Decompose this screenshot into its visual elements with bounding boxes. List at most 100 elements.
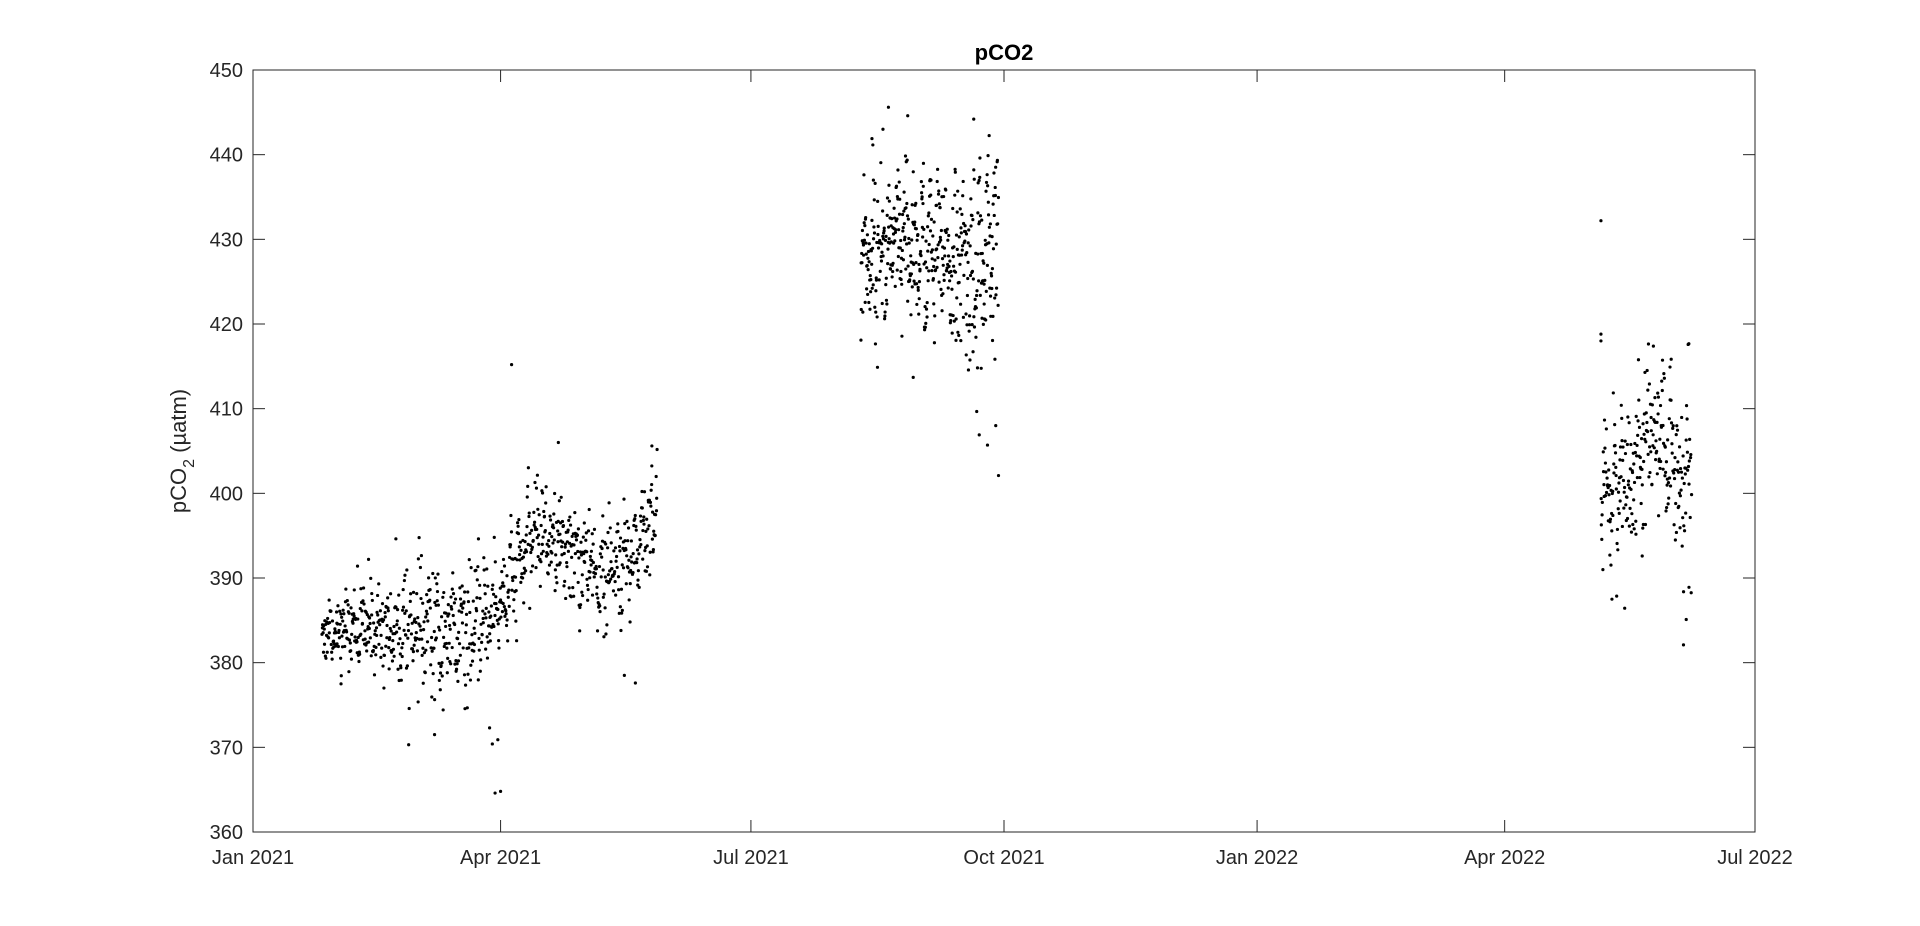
- data-point: [427, 576, 431, 580]
- data-point: [867, 242, 871, 246]
- data-point: [1630, 470, 1635, 475]
- data-point: [411, 649, 416, 654]
- data-point: [415, 636, 419, 641]
- data-point: [468, 678, 473, 682]
- data-point: [567, 518, 571, 523]
- data-point: [1633, 441, 1637, 446]
- data-point: [970, 322, 974, 327]
- data-point: [1645, 368, 1649, 373]
- data-point: [502, 564, 507, 568]
- data-point: [959, 226, 963, 230]
- data-point: [515, 639, 519, 643]
- data-point: [978, 175, 982, 179]
- data-point: [598, 610, 602, 614]
- data-point: [943, 254, 947, 258]
- data-point: [633, 681, 637, 685]
- data-point: [634, 528, 638, 532]
- data-point: [1664, 509, 1668, 513]
- data-point: [1611, 513, 1615, 518]
- data-point: [595, 585, 599, 589]
- data-point: [399, 666, 403, 670]
- data-point: [595, 592, 599, 596]
- data-point: [1600, 537, 1604, 542]
- data-point: [541, 535, 545, 539]
- data-point: [957, 280, 961, 285]
- data-point: [474, 609, 479, 613]
- data-point: [1683, 472, 1687, 476]
- data-point: [986, 154, 990, 158]
- data-point: [1628, 506, 1632, 510]
- data-point: [493, 791, 497, 795]
- data-point: [952, 264, 956, 268]
- data-point: [649, 488, 653, 492]
- data-point: [341, 619, 345, 623]
- data-point: [921, 161, 926, 165]
- data-point: [872, 231, 877, 235]
- data-point: [972, 117, 976, 121]
- data-point: [517, 545, 521, 549]
- data-point: [586, 529, 591, 533]
- data-point: [580, 573, 584, 577]
- data-point: [335, 642, 339, 646]
- data-point: [563, 579, 567, 583]
- data-point: [626, 539, 630, 543]
- data-point: [928, 229, 933, 233]
- data-point: [1668, 484, 1673, 488]
- data-point: [343, 624, 347, 628]
- data-point: [560, 519, 565, 524]
- data-point: [570, 555, 574, 559]
- data-point: [425, 592, 429, 597]
- x-axis: Jan 2021 Apr 2021 Jul 2021 Oct 2021 Jan 2022…: [212, 70, 1793, 869]
- data-point: [988, 222, 993, 226]
- data-point: [430, 635, 434, 640]
- data-point: [330, 619, 335, 623]
- data-point: [601, 595, 605, 599]
- data-point: [444, 641, 449, 646]
- data-point: [1641, 526, 1645, 530]
- data-point: [507, 588, 511, 592]
- data-point: [603, 606, 607, 610]
- data-point: [542, 514, 547, 518]
- data-point: [410, 621, 414, 625]
- data-point: [983, 238, 987, 242]
- data-point: [428, 587, 432, 592]
- data-point: [881, 127, 885, 131]
- data-point: [1661, 467, 1665, 471]
- data-point: [535, 536, 539, 540]
- data-point: [993, 185, 997, 190]
- data-point: [533, 520, 537, 524]
- data-point: [914, 282, 919, 286]
- data-point: [624, 582, 628, 586]
- data-point: [926, 249, 930, 253]
- data-point: [424, 648, 428, 652]
- data-point: [552, 526, 556, 530]
- data-point: [590, 532, 594, 536]
- data-point: [882, 229, 886, 233]
- x-tick-label: Oct 2021: [963, 847, 1044, 869]
- data-point: [613, 546, 618, 550]
- data-point: [497, 639, 501, 643]
- data-point: [497, 646, 501, 650]
- data-point: [626, 526, 631, 530]
- data-point: [463, 590, 467, 594]
- data-point: [385, 636, 389, 640]
- data-point: [1646, 388, 1650, 392]
- data-point: [473, 631, 477, 635]
- data-point: [874, 289, 878, 293]
- data-point: [1646, 342, 1651, 346]
- data-point: [871, 237, 876, 241]
- data-point: [496, 738, 500, 742]
- data-point: [1618, 499, 1622, 503]
- data-point: [641, 518, 645, 522]
- data-point: [484, 647, 488, 651]
- data-point: [380, 602, 385, 606]
- data-point: [906, 299, 910, 303]
- data-point: [467, 646, 471, 650]
- data-point: [868, 274, 872, 278]
- data-point: [1648, 445, 1652, 449]
- data-point: [402, 578, 407, 583]
- data-point: [1685, 417, 1689, 421]
- data-point: [502, 605, 506, 609]
- data-point: [887, 225, 891, 229]
- data-point: [1647, 475, 1651, 479]
